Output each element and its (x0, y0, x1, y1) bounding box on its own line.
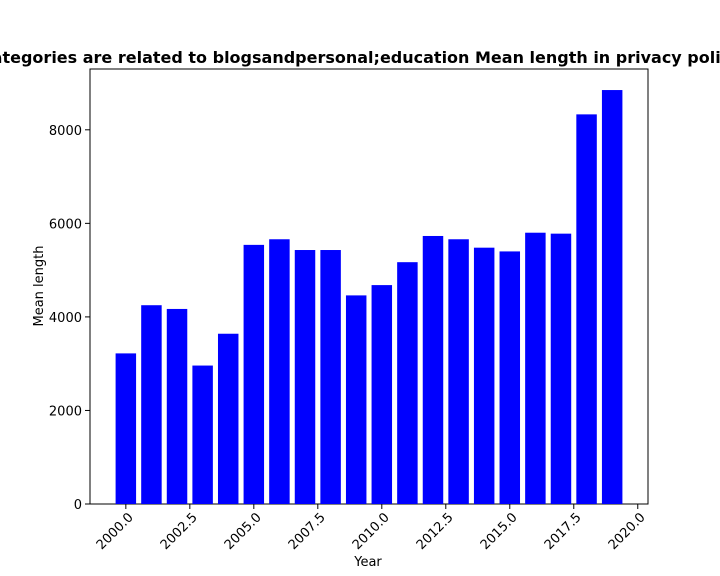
bar-2015 (499, 251, 521, 504)
bar-2001 (141, 305, 162, 504)
bar-2013 (448, 239, 469, 504)
x-tick-label: 2002.5 (158, 510, 201, 553)
chart-title: Categories are related to blogsandperson… (0, 48, 720, 67)
x-tick-label: 2005.0 (222, 510, 265, 553)
x-axis-ticks: 2000.0 2002.5 2005.0 2007.5 2010.0 2012.5 2015… (94, 504, 649, 553)
bar-2010 (371, 285, 393, 504)
bar-2017 (550, 233, 572, 504)
bar-2004 (217, 333, 239, 504)
x-tick-label: 2010.0 (350, 510, 393, 553)
bar-2007 (294, 250, 316, 504)
bar-2000 (115, 353, 137, 504)
x-tick-label: 2020.0 (606, 510, 649, 553)
y-tick-label: 4000 (49, 311, 82, 326)
bar-2011 (397, 262, 418, 504)
bar-2016 (525, 232, 546, 504)
y-tick-label: 8000 (49, 124, 82, 139)
y-tick-label: 6000 (49, 217, 82, 232)
bar-2008 (320, 250, 341, 504)
plot-area-frame (89, 68, 649, 505)
x-tick-label: 2007.5 (286, 510, 329, 553)
bar-2012 (422, 235, 444, 505)
x-axis-label: Year (353, 555, 382, 570)
bar-2002 (166, 308, 188, 504)
bar-2006 (269, 239, 290, 504)
x-tick-label: 2017.5 (542, 510, 585, 553)
y-tick-label: 2000 (49, 404, 82, 419)
y-axis-ticks: 0 2000 4000 6000 8000 (49, 124, 90, 513)
bar-2005 (243, 244, 265, 504)
x-tick-label: 2000.0 (94, 510, 137, 553)
bar-2009 (345, 295, 367, 504)
x-tick-label: 2015.0 (478, 510, 521, 553)
y-tick-label: 0 (74, 498, 82, 513)
bar-2014 (473, 247, 495, 504)
bar-2019 (601, 90, 623, 505)
x-tick-label: 2012.5 (414, 510, 457, 553)
y-axis-label: Mean length (32, 246, 47, 327)
bar-2003 (192, 365, 213, 504)
bars-group (115, 90, 623, 505)
bar-2018 (576, 114, 597, 505)
